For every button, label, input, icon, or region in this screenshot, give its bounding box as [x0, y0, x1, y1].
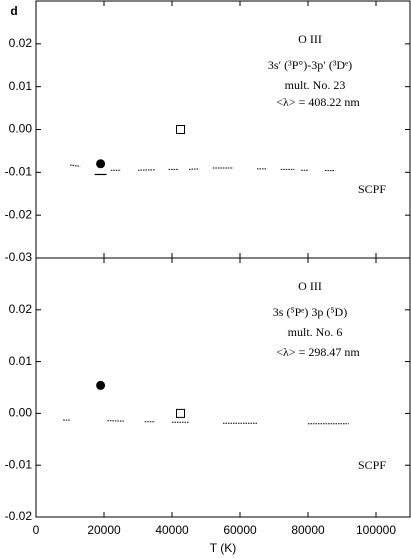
annotation: O III — [298, 32, 322, 46]
annotation: 3s (⁵Pᵉ) 3p (⁵D) — [273, 305, 347, 319]
x-tick-label: 60000 — [223, 523, 257, 537]
plot-frame — [35, 0, 411, 259]
point — [96, 380, 106, 390]
y-tick-label: 0.01 — [9, 354, 33, 368]
x-axis-label: T (K) — [210, 541, 236, 555]
series-label: SCPF — [358, 458, 386, 472]
x-tick-label: 100000 — [356, 523, 396, 537]
y-tick-label: -0.03 — [5, 250, 33, 264]
annotation: O III — [298, 279, 322, 293]
x-tick-label: 80000 — [291, 523, 325, 537]
y-tick-label: -0.02 — [5, 207, 33, 221]
annotation: mult. No. 6 — [288, 325, 343, 339]
x-tick-label: 0 — [33, 523, 40, 537]
series-line — [63, 419, 349, 425]
point — [96, 159, 106, 169]
plot-frame — [35, 257, 411, 518]
annotation: mult. No. 23 — [285, 78, 346, 92]
y-tick-label: 0.00 — [9, 122, 33, 136]
series-label: SCPF — [358, 182, 386, 196]
y-tick-label: -0.01 — [5, 457, 33, 471]
point — [176, 408, 185, 418]
series-line — [69, 164, 336, 172]
point — [176, 125, 185, 134]
y-tick-label: 0.01 — [9, 79, 33, 93]
y-axis-label: d — [10, 4, 17, 18]
x-tick-label: 20000 — [87, 523, 121, 537]
y-tick-label: 0.02 — [9, 302, 33, 316]
annotation: <λ> = 408.22 nm — [276, 95, 360, 109]
x-tick-label: 40000 — [155, 523, 189, 537]
y-tick-label: -0.01 — [5, 165, 33, 179]
y-tick-label: 0.00 — [9, 406, 33, 420]
y-tick-label: 0.02 — [9, 36, 33, 50]
y-tick-label: -0.02 — [5, 509, 33, 523]
annotation: 3s′ (³P°)-3p′ (³Dᵉ) — [268, 58, 352, 72]
annotation: <λ> = 298.47 nm — [276, 345, 360, 359]
